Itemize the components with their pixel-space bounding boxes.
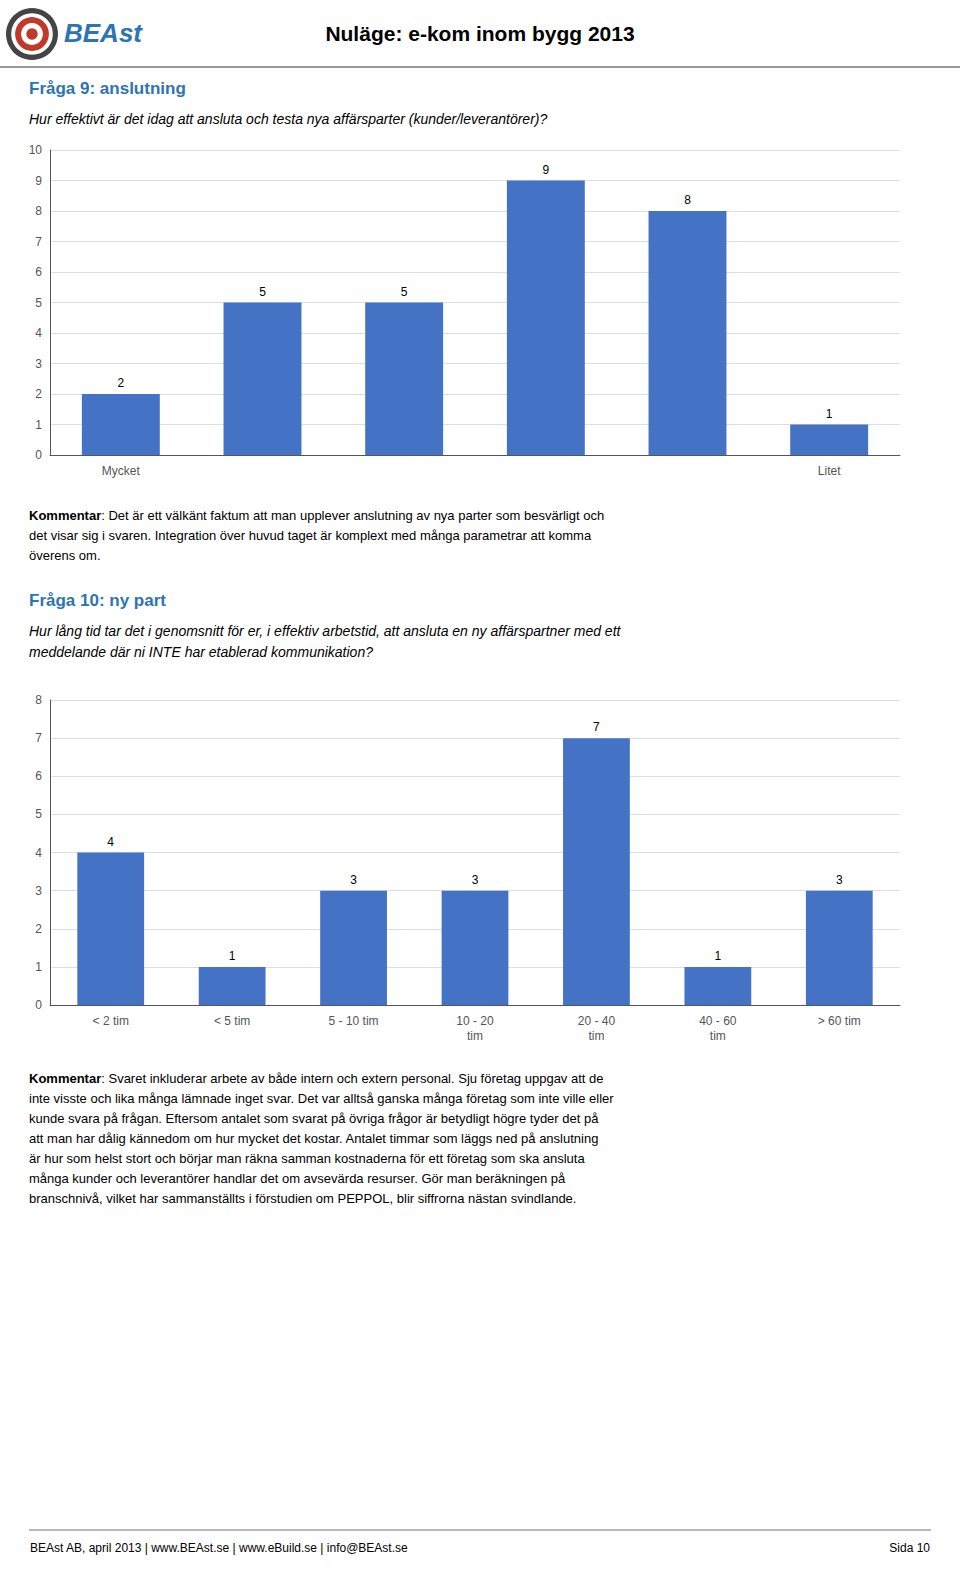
svg-text:Sida 10: Sida 10 [889, 1541, 930, 1555]
svg-text:Hur lång tid tar det i genomsn: Hur lång tid tar det i genomsnitt för er… [29, 623, 622, 639]
svg-text:7: 7 [35, 731, 42, 745]
svg-text:4: 4 [35, 326, 42, 340]
svg-text:: Det är ett välkänt faktum at: : Det är ett välkänt faktum att man uppl… [101, 508, 604, 523]
svg-text:Kommentar: Kommentar [29, 1071, 101, 1086]
svg-text:4: 4 [35, 846, 42, 860]
svg-text:inte visste och lika många läm: inte visste och lika många lämnade inget… [29, 1091, 614, 1106]
svg-text:4: 4 [107, 835, 114, 849]
svg-text:Fråga 9: anslutning: Fråga 9: anslutning [29, 79, 186, 98]
svg-text:3: 3 [836, 873, 843, 887]
svg-text:3: 3 [35, 357, 42, 371]
svg-text:många kunder och leverantörer: många kunder och leverantörer handlar de… [29, 1171, 566, 1186]
svg-text:tim: tim [467, 1029, 483, 1043]
svg-text:Mycket: Mycket [102, 464, 141, 478]
svg-text:det visar sig i svaren. Integr: det visar sig i svaren. Integration över… [29, 528, 592, 543]
svg-text:< 5 tim: < 5 tim [214, 1014, 250, 1028]
svg-text:3: 3 [350, 873, 357, 887]
svg-text:tim: tim [710, 1029, 726, 1043]
svg-text:0: 0 [35, 448, 42, 462]
svg-text:2: 2 [117, 376, 124, 390]
svg-text:tim: tim [588, 1029, 604, 1043]
svg-text:6: 6 [35, 769, 42, 783]
svg-text:meddelande där ni INTE har eta: meddelande där ni INTE har etablerad kom… [29, 644, 373, 660]
svg-text:6: 6 [35, 265, 42, 279]
svg-text:2: 2 [35, 922, 42, 936]
svg-text:10 - 20: 10 - 20 [456, 1014, 494, 1028]
svg-text:branschnivå, vilket har samman: branschnivå, vilket har sammanställts i … [29, 1191, 576, 1206]
svg-text:Hur effektivt är det idag att: Hur effektivt är det idag att ansluta oc… [29, 111, 547, 127]
svg-text:1: 1 [229, 949, 236, 963]
svg-text:2: 2 [35, 387, 42, 401]
svg-text:1: 1 [826, 407, 833, 421]
svg-text:1: 1 [35, 960, 42, 974]
svg-text:7: 7 [35, 235, 42, 249]
svg-text:Kommentar: Kommentar [29, 508, 101, 523]
svg-text:9: 9 [35, 174, 42, 188]
svg-text:5: 5 [401, 285, 408, 299]
svg-text:5: 5 [259, 285, 266, 299]
svg-text:5: 5 [35, 296, 42, 310]
svg-text:5: 5 [35, 807, 42, 821]
svg-text:3: 3 [35, 884, 42, 898]
svg-text:8: 8 [35, 693, 42, 707]
svg-text:1: 1 [715, 949, 722, 963]
svg-text:Litet: Litet [818, 464, 841, 478]
svg-text:9: 9 [542, 163, 549, 177]
svg-text:3: 3 [472, 873, 479, 887]
svg-text:är hur som helst stort och bör: är hur som helst stort och börjar man rä… [29, 1151, 585, 1166]
svg-text:> 60 tim: > 60 tim [818, 1014, 861, 1028]
svg-text:8: 8 [35, 204, 42, 218]
svg-text:överens om.: överens om. [29, 548, 101, 563]
svg-text:10: 10 [29, 143, 43, 157]
svg-text:BEAst AB, april 2013 | www.BEA: BEAst AB, april 2013 | www.BEAst.se | ww… [30, 1541, 408, 1555]
svg-text:5 - 10 tim: 5 - 10 tim [329, 1014, 379, 1028]
svg-text:8: 8 [684, 193, 691, 207]
svg-text:: Svaret inkluderar arbete av: : Svaret inkluderar arbete av både inter… [101, 1071, 603, 1086]
svg-text:Fråga 10: ny part: Fråga 10: ny part [29, 591, 166, 610]
svg-text:7: 7 [593, 720, 600, 734]
svg-text:att man har dålig kännedom om: att man har dålig kännedom om hur mycket… [29, 1131, 598, 1146]
svg-text:BEAst: BEAst [64, 18, 143, 48]
svg-text:1: 1 [35, 418, 42, 432]
svg-text:< 2 tim: < 2 tim [93, 1014, 129, 1028]
svg-text:40 - 60: 40 - 60 [699, 1014, 737, 1028]
svg-text:Nuläge: e-kom inom bygg 2013: Nuläge: e-kom inom bygg 2013 [325, 22, 634, 45]
svg-text:20 - 40: 20 - 40 [578, 1014, 616, 1028]
svg-text:0: 0 [35, 998, 42, 1012]
svg-text:kunde svara på frågan. Efterso: kunde svara på frågan. Eftersom antalet … [29, 1111, 599, 1126]
